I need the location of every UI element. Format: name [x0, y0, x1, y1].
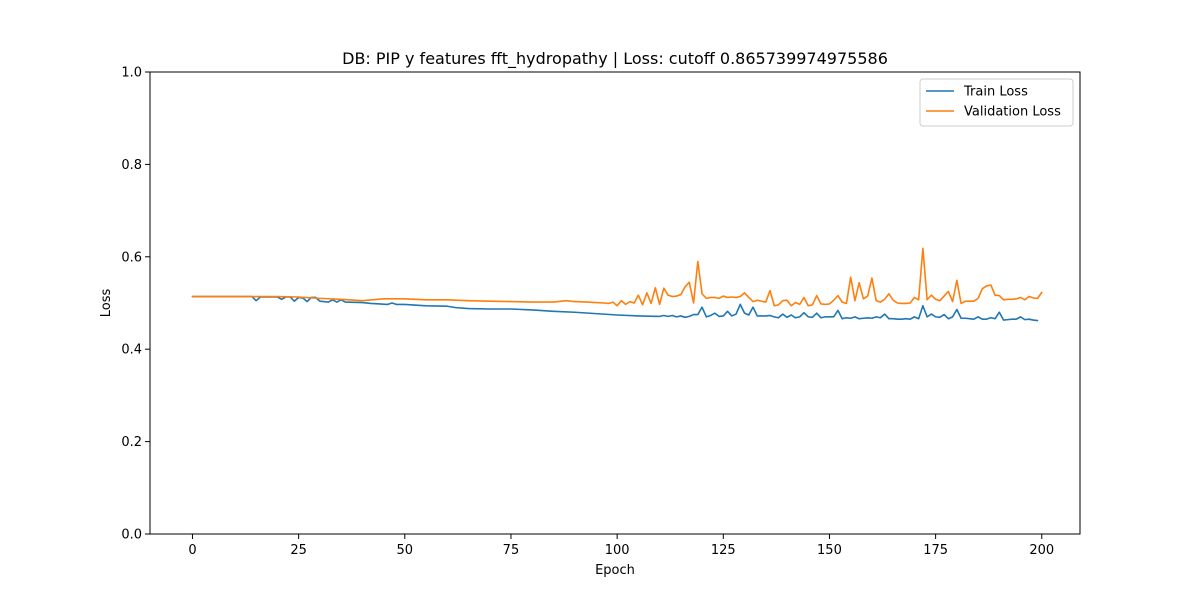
x-tick-label: 25 [290, 543, 307, 558]
x-tick-label: 0 [188, 543, 196, 558]
legend-label: Validation Loss [964, 105, 1061, 120]
x-tick-label: 175 [923, 543, 948, 558]
x-tick-label: 75 [503, 543, 520, 558]
plot-frame [149, 71, 1081, 535]
x-tick-label: 100 [605, 543, 630, 558]
y-tick-label: 0.4 [121, 343, 142, 358]
series-layer [191, 247, 1043, 322]
plot-area [149, 71, 1081, 535]
y-tick-label: 0.0 [121, 528, 142, 543]
legend-label: Train Loss [963, 85, 1028, 100]
legend: Train Loss Validation Loss [919, 78, 1074, 127]
y-tick-label: 0.2 [121, 435, 142, 450]
y-tick-label: 1.0 [121, 66, 142, 81]
legend-box [919, 78, 1074, 127]
x-tick-label: 125 [711, 543, 736, 558]
x-tick-label: 150 [817, 543, 842, 558]
y-tick-label: 0.8 [121, 158, 142, 173]
series-line-train-loss [191, 295, 1039, 322]
x-tick-label: 50 [397, 543, 414, 558]
series-line-validation-loss [191, 247, 1043, 307]
y-axis: 0.0 0.2 0.4 0.6 0.8 1.0 [121, 66, 150, 543]
x-axis-label: Epoch [595, 563, 635, 578]
x-axis: 0 25 50 75 100 125 150 175 200 [188, 534, 1054, 558]
x-tick-label: 200 [1029, 543, 1054, 558]
y-tick-label: 0.6 [121, 250, 142, 265]
chart-title: DB: PIP y features fft_hydropathy | Loss… [342, 49, 888, 69]
y-axis-label: Loss [99, 289, 114, 318]
